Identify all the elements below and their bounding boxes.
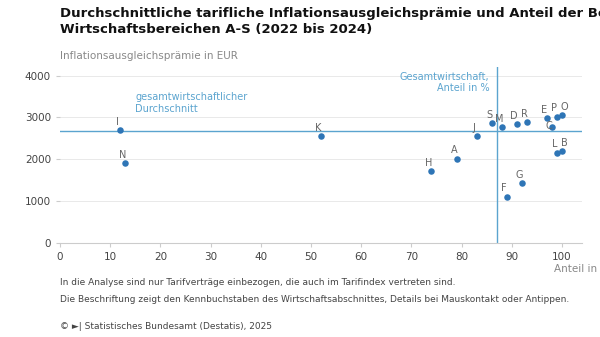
Text: L: L [551, 139, 557, 149]
Point [427, 168, 436, 174]
X-axis label: Anteil in %: Anteil in % [554, 264, 600, 274]
Text: F: F [502, 183, 507, 193]
Point [502, 194, 512, 199]
Point [115, 127, 125, 132]
Point [472, 133, 481, 139]
Text: Gesamtwirtschaft,
Anteil in %: Gesamtwirtschaft, Anteil in % [400, 71, 489, 93]
Point [121, 161, 130, 166]
Point [557, 113, 567, 118]
Point [497, 125, 506, 130]
Text: R: R [521, 109, 528, 119]
Text: E: E [541, 105, 547, 115]
Text: C: C [546, 121, 553, 131]
Text: N: N [119, 150, 127, 160]
Text: Inflationsausgleichsprämie in EUR: Inflationsausgleichsprämie in EUR [60, 51, 238, 61]
Text: Die Beschriftung zeigt den Kennbuchstaben des Wirtschaftsabschnittes, Details be: Die Beschriftung zeigt den Kennbuchstabe… [60, 295, 569, 304]
Text: G: G [515, 170, 523, 180]
Point [487, 120, 496, 126]
Point [542, 116, 551, 121]
Text: Durchschnittliche tarifliche Inflationsausgleichsprämie und Anteil der Berechtig: Durchschnittliche tarifliche Inflationsa… [60, 7, 600, 36]
Text: S: S [486, 110, 492, 120]
Text: M: M [495, 114, 503, 124]
Point [452, 156, 461, 161]
Text: B: B [561, 137, 568, 148]
Text: In die Analyse sind nur Tarifverträge einbezogen, die auch im Tarifindex vertret: In die Analyse sind nur Tarifverträge ei… [60, 278, 455, 287]
Point [552, 114, 562, 119]
Point [522, 120, 532, 125]
Text: H: H [425, 157, 433, 167]
Text: O: O [560, 102, 568, 112]
Text: gesamtwirtschaftlicher
Durchschnitt: gesamtwirtschaftlicher Durchschnitt [135, 92, 248, 114]
Point [557, 148, 567, 154]
Point [547, 124, 557, 129]
Point [512, 121, 521, 127]
Text: P: P [551, 103, 557, 113]
Text: J: J [473, 123, 476, 133]
Text: A: A [451, 146, 457, 155]
Text: I: I [116, 117, 119, 127]
Point [517, 180, 527, 186]
Text: © ►| Statistisches Bundesamt (Destatis), 2025: © ►| Statistisches Bundesamt (Destatis),… [60, 322, 272, 331]
Text: D: D [511, 111, 518, 121]
Text: K: K [316, 123, 322, 133]
Point [552, 150, 562, 155]
Point [316, 133, 326, 139]
